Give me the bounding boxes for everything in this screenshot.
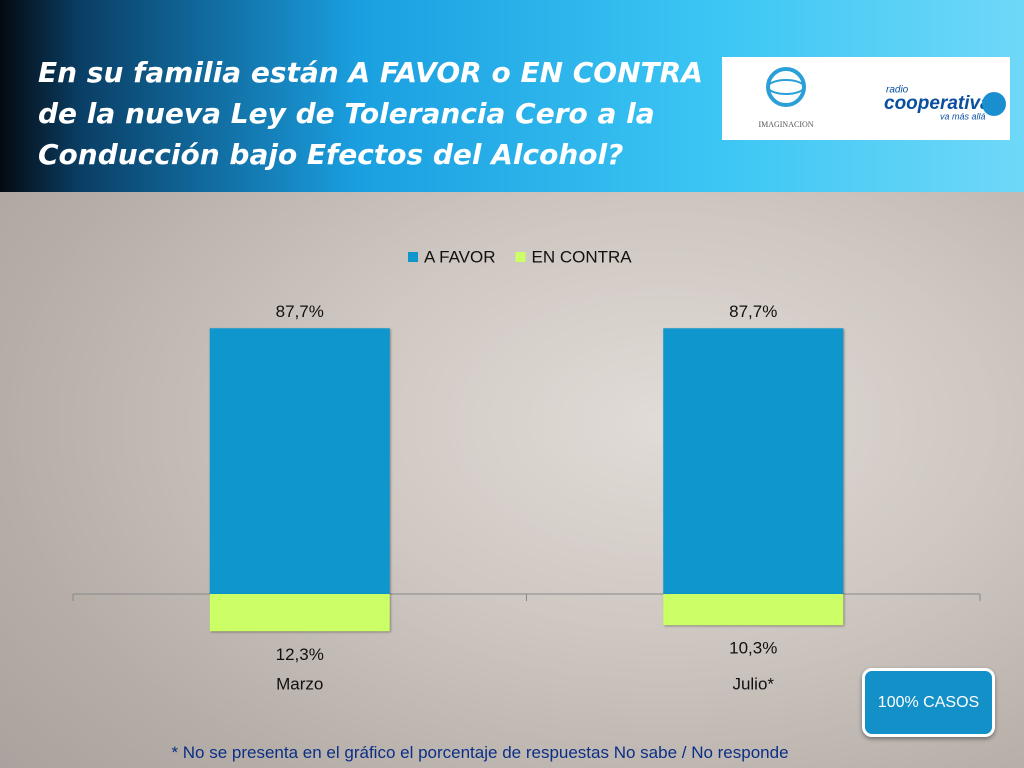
bar [209, 594, 390, 632]
legend-label: A FAVOR [424, 247, 496, 266]
legend-swatch [408, 252, 418, 262]
globe-ring [767, 79, 805, 95]
bar [663, 594, 844, 626]
data-label: 87,7% [276, 302, 324, 321]
legend-label: EN CONTRA [532, 247, 633, 266]
logo-text: IMAGINACION [758, 120, 813, 129]
bar [209, 328, 390, 594]
logos: IMAGINACION radio cooperativa va más all… [758, 67, 1006, 129]
x-tick-label: Julio* [732, 674, 774, 693]
logo-text: va más allá [940, 111, 986, 121]
logo-text: cooperativa [884, 93, 991, 114]
background-photo [0, 192, 1024, 768]
data-label: 87,7% [729, 302, 777, 321]
legend-swatch [515, 252, 526, 262]
bar [663, 328, 844, 594]
logo-icon [982, 92, 1006, 116]
data-label: 10,3% [729, 639, 777, 658]
data-label: 12,3% [276, 645, 324, 664]
logo-box: IMAGINACION radio cooperativa va más all… [722, 57, 1010, 140]
chart-title: En su familia están A FAVOR o EN CONTRA … [38, 56, 703, 171]
note-box: 100% CASOS [862, 668, 995, 737]
logo-text: radio [886, 85, 909, 96]
footnote: * No se presenta en el gráfico el porcen… [171, 743, 789, 762]
x-tick-label: Marzo [276, 674, 323, 693]
